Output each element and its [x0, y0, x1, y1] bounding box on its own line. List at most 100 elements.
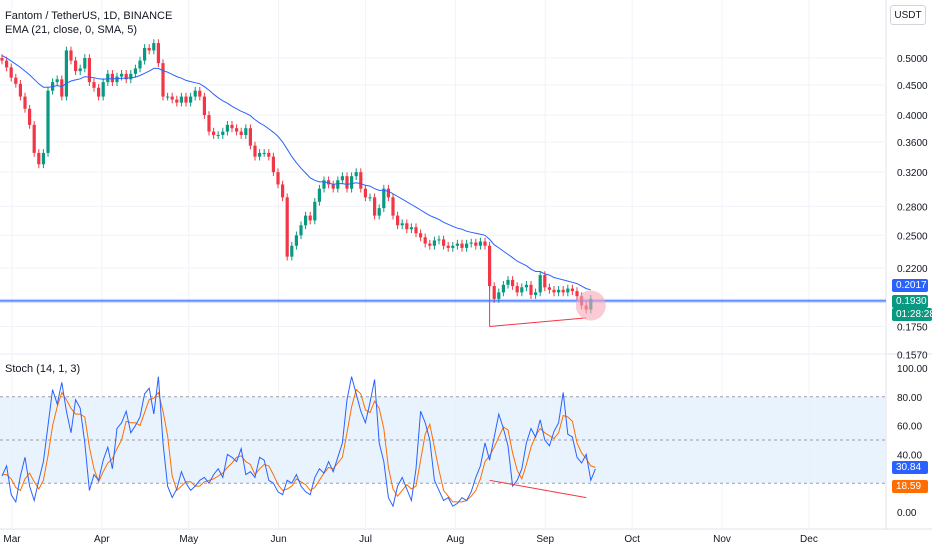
candle-body [248, 128, 252, 146]
candle-body [520, 287, 524, 293]
stoch-k-tag: 30.84 [892, 461, 928, 474]
candle-body [281, 184, 285, 198]
last-price-tag: 0.1930 [892, 295, 928, 308]
time-tick-label: Apr [94, 534, 110, 545]
candle-body [23, 96, 27, 109]
candle-body [0, 58, 4, 61]
candle-body [212, 131, 216, 136]
time-tick-label: Jun [271, 534, 287, 545]
series-lines [1, 55, 596, 508]
candle-body [74, 60, 78, 72]
candle-body [120, 73, 124, 77]
candle-body [561, 289, 565, 293]
candle-body [308, 215, 312, 221]
candle-body [414, 227, 418, 234]
candle-body [221, 131, 225, 136]
candle-body [336, 180, 340, 189]
candle-body [143, 47, 147, 61]
candle-body [382, 188, 386, 209]
candle-body [124, 73, 128, 80]
candle-body [350, 176, 354, 189]
candle-body [386, 188, 390, 198]
candle-body [64, 50, 68, 97]
stoch-band [0, 396, 886, 484]
candle-body [262, 152, 266, 154]
candle-body [133, 68, 137, 74]
candle-body [368, 197, 372, 199]
price-tick-label: 0.5000 [897, 54, 928, 65]
candle-body [483, 241, 487, 246]
candle-body [501, 284, 505, 293]
candle-body [451, 245, 455, 248]
candle-body [129, 73, 133, 80]
candle-body [152, 43, 156, 51]
candle-body [101, 82, 105, 97]
candle-body [5, 60, 9, 68]
price-trendline [489, 317, 587, 328]
candle-body [166, 96, 170, 98]
stoch-trendline [489, 479, 587, 499]
stoch-tick-label: 80.00 [897, 393, 922, 404]
candle-body [377, 208, 381, 216]
time-tick-label: Jul [359, 534, 372, 545]
candle-body [345, 176, 349, 189]
symbol-title[interactable]: Fantom / TetherUS, 1D, BINANCE [5, 10, 173, 22]
stoch-tick-label: 100.00 [897, 364, 928, 375]
candle-body [409, 227, 413, 230]
candle-body [317, 188, 321, 202]
candle-body [354, 172, 358, 177]
candle-body [115, 76, 119, 83]
candle-body [258, 152, 262, 157]
candle-body [524, 284, 528, 288]
candle-body [363, 188, 367, 198]
candle-body [547, 287, 551, 290]
annotations [0, 251, 886, 499]
candle-body [442, 239, 446, 246]
price-tick-label: 0.2800 [897, 202, 928, 213]
price-tick-label: 0.3200 [897, 168, 928, 179]
candle-body [276, 172, 280, 185]
currency-button[interactable]: USDT [890, 5, 926, 25]
candle-body [97, 87, 101, 97]
candle-body [14, 77, 18, 84]
candle-body [225, 124, 229, 132]
candle-body [179, 96, 183, 103]
price-tick-label: 0.2500 [897, 231, 928, 242]
candle-body [184, 96, 188, 103]
candle-body [557, 289, 561, 293]
candle-body [216, 135, 220, 137]
candle-body [41, 152, 45, 165]
candle-body [359, 172, 363, 189]
time-tick-label: Aug [446, 534, 464, 545]
candle-body [46, 90, 50, 153]
candle-body [207, 115, 211, 132]
candle-body [492, 286, 496, 299]
time-tick-label: Mar [3, 534, 21, 545]
candle-body [9, 67, 13, 78]
time-tick-label: Dec [800, 534, 818, 545]
candle-body [267, 152, 271, 157]
candle-body [474, 242, 478, 246]
candle-body [170, 96, 174, 100]
price-tick-label: 0.2200 [897, 264, 928, 275]
candle-body [175, 99, 179, 103]
candle-body [78, 68, 82, 72]
candle-body [290, 245, 294, 257]
candle-body [28, 108, 32, 125]
candle-body [87, 58, 91, 83]
ema-price-tag: 0.2017 [892, 279, 928, 292]
candle-body [239, 131, 243, 136]
candle-body [202, 96, 206, 116]
stoch-tick-label: 60.00 [897, 422, 922, 433]
candle-body [60, 79, 64, 97]
candle-body [529, 284, 533, 295]
candle-body [428, 243, 432, 246]
candle-body [198, 90, 202, 97]
highlight-circle [575, 290, 606, 321]
stoch-legend[interactable]: Stoch (14, 1, 3) [5, 363, 81, 375]
ema-legend[interactable]: EMA (21, close, 0, SMA, 5) [5, 24, 138, 36]
candle-body [271, 156, 275, 173]
candle-body [534, 292, 538, 295]
time-tick-label: Nov [713, 534, 731, 545]
